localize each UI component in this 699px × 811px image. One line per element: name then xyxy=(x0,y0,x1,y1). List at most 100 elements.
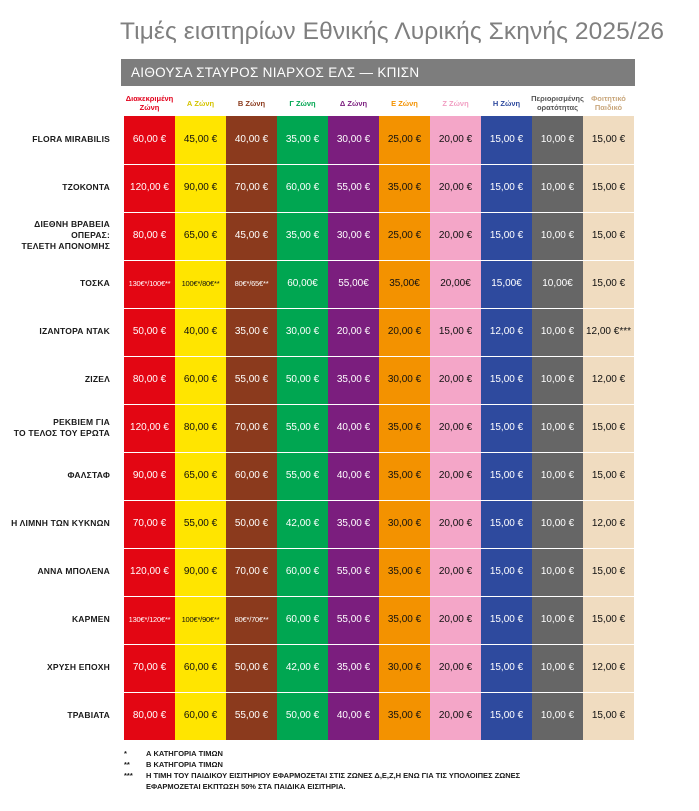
zone-column xyxy=(379,116,430,740)
row-divider xyxy=(124,596,636,597)
price-cell: 15,00 € xyxy=(489,518,524,529)
footnote-mark: *** xyxy=(124,771,133,780)
price-cell: 55,00 € xyxy=(336,614,371,625)
price-cell: 20,00 € xyxy=(438,422,473,433)
event-name: ΙΖΑΝΤΟΡΑ ΝΤΑΚ xyxy=(39,326,110,336)
price-cell: 30,00 € xyxy=(387,374,422,385)
event-name: ΡΕΚΒΙΕΜ ΓΙΑ ΤΟ ΤΕΛΟΣ ΤΟΥ ΕΡΩΤΑ xyxy=(13,416,110,438)
price-cell: 15,00€ xyxy=(491,278,522,289)
event-name: ΖΙΖΕΛ xyxy=(84,374,110,384)
price-cell: 60,00 € xyxy=(285,182,320,193)
price-cell: 15,00 € xyxy=(489,230,524,241)
price-cell: 130€*/100€** xyxy=(128,279,171,288)
price-cell: 15,00 € xyxy=(591,710,626,721)
price-cell: 35,00 € xyxy=(336,374,371,385)
row-divider xyxy=(124,308,636,309)
hall-header: ΑΙΘΟΥΣΑ ΣΤΑΥΡΟΣ ΝΙΑΡΧΟΣ ΕΛΣ — ΚΠΙΣΝ xyxy=(121,59,635,86)
price-cell: 120,00 € xyxy=(130,566,169,577)
price-cell: 45,00 € xyxy=(234,230,269,241)
price-cell: 60,00€ xyxy=(287,278,318,289)
price-cell: 60,00 € xyxy=(234,470,269,481)
footnote: ΕΦΑΡΜΟΖΕΤΑΙ ΕΚΠΤΩΣΗ 50% ΣΤΑ ΠΑΙΔΙΚΑ ΕΙΣΙ… xyxy=(124,781,684,792)
price-cell: 100€*/80€** xyxy=(181,279,220,288)
price-cell: 55,00 € xyxy=(285,470,320,481)
price-cell: 35,00 € xyxy=(234,326,269,337)
footnote-text: ΕΦΑΡΜΟΖΕΤΑΙ ΕΚΠΤΩΣΗ 50% ΣΤΑ ΠΑΙΔΙΚΑ ΕΙΣΙ… xyxy=(146,782,346,791)
price-cell: 70,00 € xyxy=(132,518,167,529)
price-cell: 20,00 € xyxy=(438,230,473,241)
price-cell: 20,00 € xyxy=(438,134,473,145)
price-cell: 20,00 € xyxy=(336,326,371,337)
price-cell: 60,00 € xyxy=(183,710,218,721)
price-cell: 42,00 € xyxy=(285,518,320,529)
price-cell: 60,00 € xyxy=(285,566,320,577)
price-cell: 15,00 € xyxy=(591,566,626,577)
zone-column xyxy=(277,116,328,740)
zone-header: Δ Ζώνη xyxy=(339,98,368,108)
event-name: ΚΑΡΜΕΝ xyxy=(71,614,110,624)
price-cell: 45,00 € xyxy=(183,134,218,145)
price-cell: 50,00 € xyxy=(285,374,320,385)
price-cell: 20,00 € xyxy=(438,374,473,385)
event-name: ΑΝΝΑ ΜΠΟΛΕΝΑ xyxy=(37,566,110,576)
event-name: ΔΙΕΘΝΗ ΒΡΑΒΕΙΑ ΟΠΕΡΑΣ: ΤΕΛΕΤΗ ΑΠΟΝΟΜΗΣ xyxy=(21,219,110,251)
price-cell: 100€*/90€** xyxy=(181,615,220,624)
price-cell: 90,00 € xyxy=(132,470,167,481)
price-cell: 10,00 € xyxy=(540,662,575,673)
zone-header: Φοιτητικό Παιδικό xyxy=(591,94,626,112)
price-cell: 50,00 € xyxy=(234,662,269,673)
price-cell: 10,00 € xyxy=(540,470,575,481)
zone-column xyxy=(124,116,175,740)
price-cell: 55,00€ xyxy=(338,278,369,289)
row-divider xyxy=(124,500,636,501)
price-cell: 55,00 € xyxy=(285,422,320,433)
price-cell: 60,00 € xyxy=(285,614,320,625)
price-cell: 30,00 € xyxy=(336,134,371,145)
price-cell: 20,00 € xyxy=(438,710,473,721)
price-cell: 15,00 € xyxy=(489,422,524,433)
price-cell: 40,00 € xyxy=(234,134,269,145)
price-cell: 15,00 € xyxy=(438,326,473,337)
price-cell: 60,00 € xyxy=(132,134,167,145)
price-cell: 55,00 € xyxy=(336,182,371,193)
price-cell: 20,00 € xyxy=(387,326,422,337)
footnote-mark: * xyxy=(124,749,127,758)
price-cell: 20,00 € xyxy=(438,614,473,625)
row-divider xyxy=(124,356,636,357)
price-cell: 10,00 € xyxy=(540,326,575,337)
price-cell: 40,00 € xyxy=(183,326,218,337)
price-cell: 30,00 € xyxy=(387,518,422,529)
price-cell: 130€*/120€** xyxy=(128,615,171,624)
event-name: FLORA MIRABILIS xyxy=(32,134,110,144)
row-divider xyxy=(124,164,636,165)
price-cell: 35,00 € xyxy=(285,230,320,241)
price-cell: 30,00 € xyxy=(387,662,422,673)
price-cell: 15,00 € xyxy=(489,662,524,673)
price-cell: 90,00 € xyxy=(183,182,218,193)
price-cell: 10,00 € xyxy=(540,518,575,529)
price-cell: 40,00 € xyxy=(336,710,371,721)
price-cell: 15,00 € xyxy=(591,278,626,289)
price-cell: 15,00 € xyxy=(489,710,524,721)
price-cell: 35,00 € xyxy=(387,182,422,193)
footnotes: * Α ΚΑΤΗΓΟΡΙΑ ΤΙΜΩΝ ** Β ΚΑΤΗΓΟΡΙΑ ΤΙΜΩΝ ***… xyxy=(124,748,684,792)
row-divider xyxy=(124,260,636,261)
price-cell: 40,00 € xyxy=(336,422,371,433)
price-cell: 35,00 € xyxy=(387,470,422,481)
row-divider xyxy=(124,644,636,645)
price-cell: 12,00 € xyxy=(489,326,524,337)
price-cell: 55,00 € xyxy=(336,566,371,577)
price-cell: 90,00 € xyxy=(183,566,218,577)
price-cell: 55,00 € xyxy=(183,518,218,529)
footnote: * Α ΚΑΤΗΓΟΡΙΑ ΤΙΜΩΝ xyxy=(124,748,684,759)
price-cell: 70,00 € xyxy=(234,566,269,577)
row-divider xyxy=(124,212,636,213)
price-cell: 35,00 € xyxy=(285,134,320,145)
price-cell: 10,00 € xyxy=(540,134,575,145)
zone-header: Περιορισμένης ορατότητας xyxy=(531,94,584,112)
event-name: ΤΡΑΒΙΑΤΑ xyxy=(67,710,110,720)
price-cell: 12,00 €*** xyxy=(585,326,632,337)
price-cell: 10,00 € xyxy=(540,710,575,721)
footnote: *** Η ΤΙΜΗ ΤΟΥ ΠΑΙΔΙΚΟΥ ΕΙΣΙΤΗΡΙΟΥ ΕΦΑΡΜΟ… xyxy=(124,770,684,781)
price-cell: 50,00 € xyxy=(234,518,269,529)
